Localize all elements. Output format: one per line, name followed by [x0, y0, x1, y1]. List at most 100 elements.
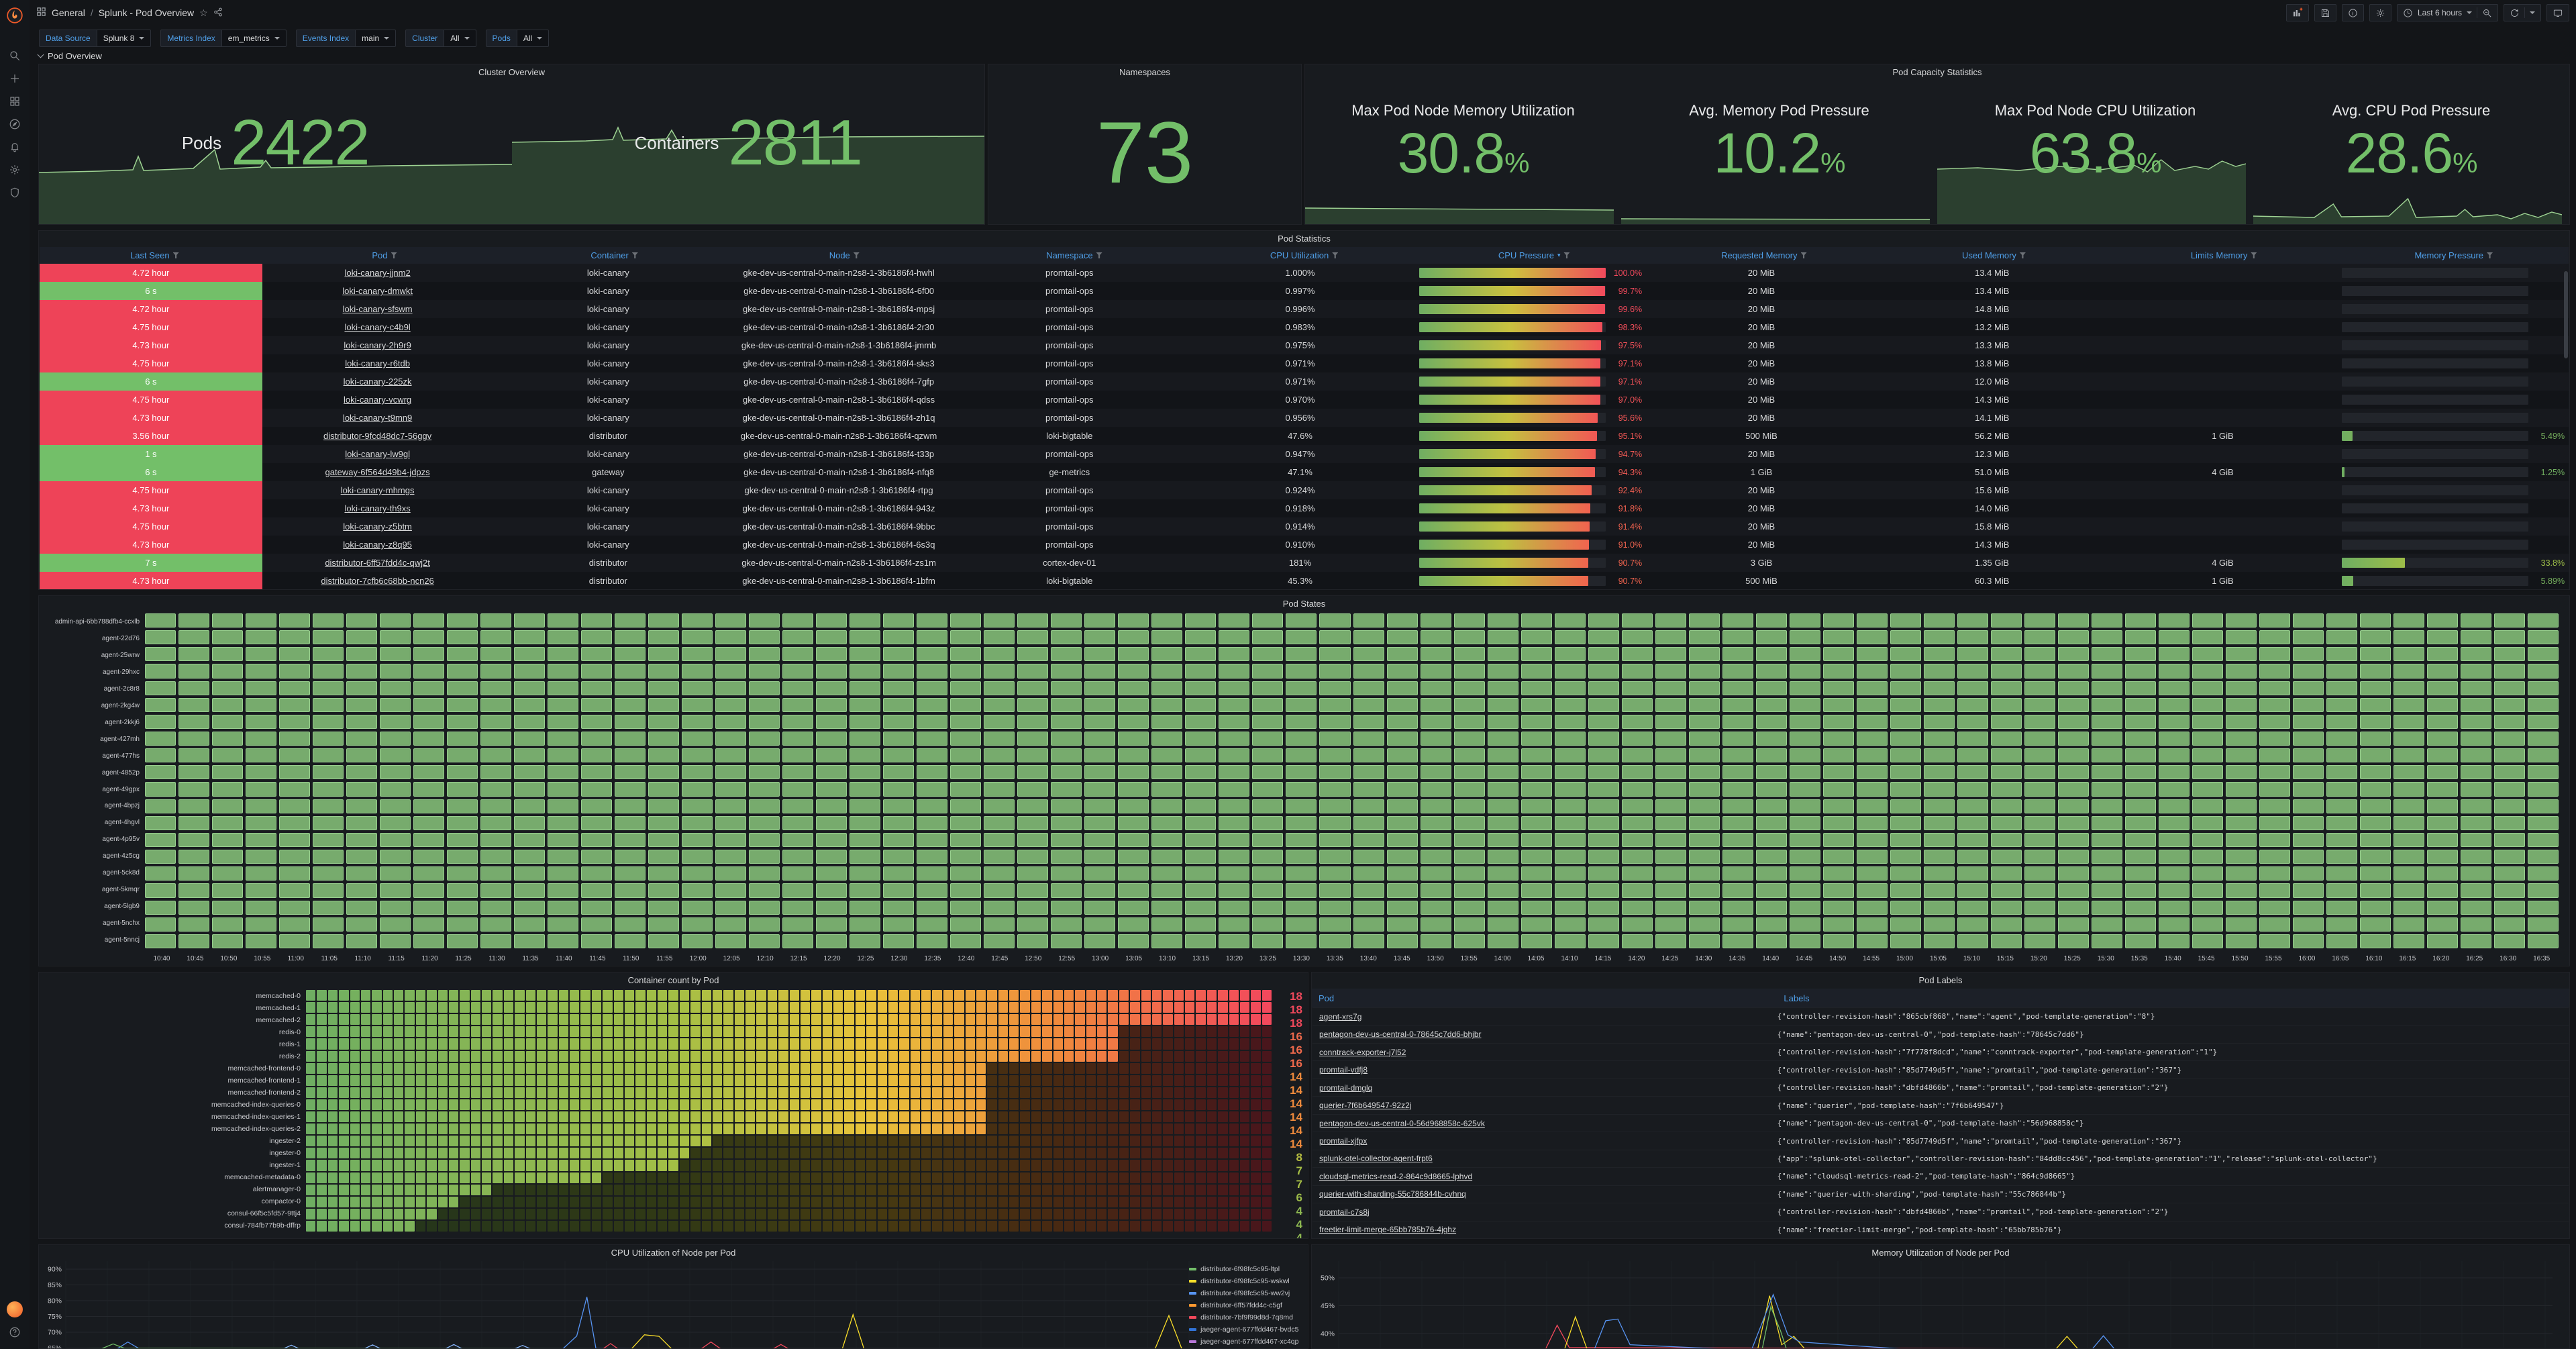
column-header-container[interactable]: Container — [499, 247, 729, 264]
user-avatar[interactable] — [5, 1300, 24, 1319]
panel-title[interactable]: Pod Capacity Statistics — [1892, 67, 1982, 77]
column-header-cpu-utilization[interactable]: CPU Utilization — [1189, 247, 1419, 264]
variable-label[interactable]: Pods — [485, 30, 517, 47]
column-header-limits-memory[interactable]: Limits Memory — [2109, 247, 2339, 264]
pod-link[interactable]: loki-canary-th9xs — [344, 503, 411, 513]
panel-title[interactable]: Pod Statistics — [1278, 234, 1331, 244]
column-header-pod[interactable]: Pod — [270, 247, 500, 264]
refresh-button[interactable] — [2504, 4, 2541, 21]
pod-link[interactable]: loki-canary-2h9r9 — [344, 340, 411, 350]
table-scrollbar[interactable] — [2564, 271, 2568, 358]
pod-link[interactable]: promtail-c7s8j — [1319, 1207, 1370, 1217]
alerting-bell-icon[interactable] — [5, 138, 24, 156]
pod-link[interactable]: loki-canary-lw9gl — [345, 449, 410, 459]
pod-link[interactable]: distributor-9fcd48dc7-56ggv — [323, 431, 432, 441]
column-header-namespace[interactable]: Namespace — [960, 247, 1190, 264]
pod-link[interactable]: loki-canary-z8q95 — [343, 540, 412, 550]
column-header-cpu-pressure[interactable]: CPU Pressure ▾ — [1419, 247, 1649, 264]
filter-funnel-icon[interactable] — [172, 252, 179, 258]
legend-item[interactable]: jaeger-agent-677ffdd467-xc4qp — [1189, 1338, 1301, 1346]
legend-item[interactable]: jaeger-agent-677ffdd467-bvdc5 — [1189, 1326, 1301, 1334]
legend-item[interactable]: distributor-6f98fc5c95-ltpl — [1189, 1265, 1301, 1273]
pod-link[interactable]: freetier-limit-merge-65bb785b76-4jghz — [1319, 1225, 1457, 1235]
filter-funnel-icon[interactable] — [1563, 252, 1570, 258]
panel-title[interactable]: Pod Labels — [1918, 975, 1963, 985]
dashboard-info-button[interactable] — [2341, 4, 2364, 21]
breadcrumb-section[interactable]: General — [52, 7, 85, 18]
pod-link[interactable]: distributor-6ff57fdd4c-qwj2t — [325, 558, 430, 568]
pod-link[interactable]: loki-canary-vcwrg — [344, 395, 412, 405]
dashboard-settings-button[interactable] — [2369, 4, 2391, 21]
panel-title[interactable]: Memory Utilization of Node per Pod — [1871, 1248, 2010, 1258]
pod-link[interactable]: loki-canary-z5btm — [343, 521, 412, 532]
column-header-labels[interactable]: Labels — [1784, 993, 1810, 1003]
pod-link[interactable]: loki-canary-r6tdb — [345, 358, 411, 368]
row-header-pod-overview[interactable]: Pod Overview — [37, 51, 102, 61]
column-header-requested-memory[interactable]: Requested Memory — [1649, 247, 1879, 264]
explore-compass-icon[interactable] — [5, 115, 24, 134]
pod-link[interactable]: gateway-6f564d49b4-jdpzs — [325, 467, 430, 477]
legend-item[interactable]: distributor-6ff57fdd4c-c5gf — [1189, 1301, 1301, 1309]
column-header-memory-pressure[interactable]: Memory Pressure — [2338, 247, 2569, 264]
pod-link[interactable]: loki-canary-mhmgs — [340, 485, 415, 495]
star-icon[interactable]: ☆ — [199, 7, 208, 18]
variable-label[interactable]: Metrics Index — [160, 30, 221, 47]
column-header-last-seen[interactable]: Last Seen — [40, 247, 270, 264]
variable-value-dropdown[interactable]: main — [355, 30, 397, 47]
pod-link[interactable]: querier-with-sharding-55c786844b-cvhnq — [1319, 1189, 1466, 1199]
pod-link[interactable]: agent-xrs7g — [1319, 1011, 1362, 1021]
share-icon[interactable] — [213, 7, 223, 19]
create-plus-icon[interactable] — [5, 69, 24, 88]
pod-link[interactable]: pentagon-dev-us-central-0-56d968858c-625… — [1319, 1118, 1485, 1128]
pod-link[interactable]: pentagon-dev-us-central-0-78645c7dd6-bhj… — [1319, 1030, 1482, 1040]
pod-link[interactable]: querier-7f6b649547-92z2j — [1319, 1101, 1412, 1111]
pod-link[interactable]: promtail-vdfj8 — [1319, 1065, 1368, 1075]
grafana-logo-icon[interactable] — [5, 6, 24, 25]
variable-value-dropdown[interactable]: em_metrics — [221, 30, 287, 47]
panel-title[interactable]: Container count by Pod — [627, 975, 719, 985]
variable-value-dropdown[interactable]: All — [444, 30, 476, 47]
filter-funnel-icon[interactable] — [2251, 252, 2257, 258]
column-header-used-memory[interactable]: Used Memory — [1879, 247, 2109, 264]
pod-link[interactable]: splunk-otel-collector-agent-frpt6 — [1319, 1154, 1433, 1164]
filter-funnel-icon[interactable] — [2487, 252, 2493, 258]
filter-funnel-icon[interactable] — [853, 252, 860, 258]
add-panel-button[interactable] — [2285, 4, 2309, 21]
save-dashboard-button[interactable] — [2314, 4, 2336, 21]
panel-title[interactable]: Namespaces — [1119, 67, 1170, 77]
pod-link[interactable]: conntrack-exporter-j7l52 — [1319, 1047, 1406, 1057]
panel-title[interactable]: CPU Utilization of Node per Pod — [611, 1248, 736, 1258]
legend-item[interactable]: distributor-6f98fc5c95-wskwl — [1189, 1277, 1301, 1285]
filter-funnel-icon[interactable] — [1332, 252, 1339, 258]
help-icon[interactable] — [5, 1323, 24, 1342]
pod-link[interactable]: promtail-dmglq — [1319, 1083, 1373, 1093]
kiosk-mode-button[interactable] — [2546, 4, 2569, 21]
filter-funnel-icon[interactable] — [391, 252, 397, 258]
variable-label[interactable]: Data Source — [39, 30, 97, 47]
filter-funnel-icon[interactable] — [2019, 252, 2026, 258]
server-admin-shield-icon[interactable] — [5, 183, 24, 202]
legend-item[interactable]: distributor-7bf9f99d8d-7q8md — [1189, 1313, 1301, 1321]
column-header-node[interactable]: Node — [729, 247, 960, 264]
pod-link[interactable]: loki-canary-225zk — [343, 377, 412, 387]
pod-link[interactable]: loki-canary-sfswm — [342, 304, 413, 314]
pod-link[interactable]: loki-canary-c4b9l — [344, 322, 411, 332]
time-picker-button[interactable]: Last 6 hours — [2396, 4, 2498, 21]
panel-title[interactable]: Cluster Overview — [478, 67, 545, 77]
variable-value-dropdown[interactable]: Splunk 8 — [96, 30, 152, 47]
pod-link[interactable]: loki-canary-jjnm2 — [344, 268, 411, 278]
pod-link[interactable]: loki-canary-t9mn9 — [342, 413, 413, 423]
pod-link[interactable]: loki-canary-dmwkt — [342, 286, 413, 296]
configuration-gear-icon[interactable] — [5, 160, 24, 179]
column-header-pod[interactable]: Pod — [1319, 993, 1335, 1003]
legend-item[interactable]: distributor-6f98fc5c95-ww2vj — [1189, 1289, 1301, 1297]
panel-title[interactable]: Pod States — [1282, 599, 1326, 609]
search-icon[interactable] — [5, 46, 24, 65]
filter-funnel-icon[interactable] — [1096, 252, 1102, 258]
variable-value-dropdown[interactable]: All — [516, 30, 550, 47]
pod-link[interactable]: promtail-xjfpx — [1319, 1136, 1368, 1146]
pod-link[interactable]: cloudsql-metrics-read-2-864c9d8665-lphvd — [1319, 1171, 1473, 1181]
variable-label[interactable]: Events Index — [295, 30, 356, 47]
dashboards-icon[interactable] — [5, 92, 24, 111]
filter-funnel-icon[interactable] — [631, 252, 638, 258]
